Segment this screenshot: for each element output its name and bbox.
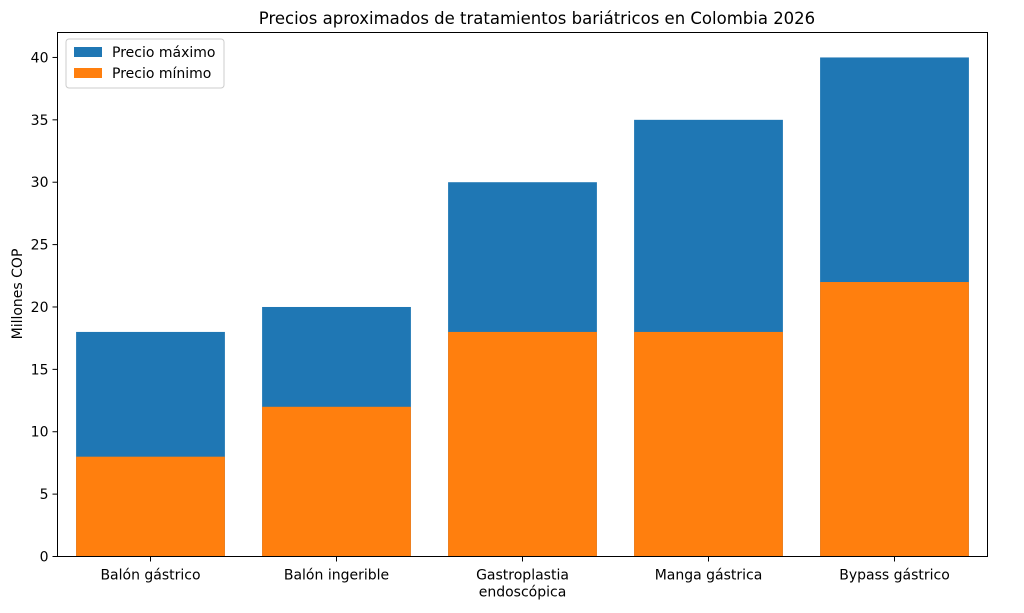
y-tick-label-6: 25 [31,238,49,254]
x-tick-label-5: Bypass gástrico [839,568,950,584]
x-tick-label-3: Gastroplastia endoscópica [476,568,569,601]
legend-label-2: Precio mínimo [112,66,211,82]
y-tick-label-5: 20 [31,300,49,316]
y-tick-label-3: 10 [31,425,49,441]
chart-title: Precios aproximados de tratamientos bari… [259,9,815,28]
y-tick-label-9: 40 [31,50,49,66]
y-tick-label-1: 0 [40,550,49,566]
x-tick-label-1: Balón gástrico [100,568,200,584]
y-axis-label: Millones COP [10,249,26,340]
legend: Precio máximo Precio mínimo [65,38,225,89]
bar-series-2-item-4 [634,331,783,557]
bar-series-2-item-5 [820,282,969,557]
y-tick-label-4: 15 [31,362,49,378]
legend-box [65,38,225,89]
x-tick-label-2: Balón ingerible [284,568,389,584]
bar-series-2-item-1 [76,456,225,557]
plot-area: 0 5 10 15 20 25 30 35 40 Balón gástrico Balón inge… [31,32,988,601]
y-tick-label-7: 30 [31,175,49,191]
legend-swatch-2 [74,68,102,78]
x-tick-label-4: Manga gástrica [655,568,763,584]
y-tick-label-2: 5 [40,487,49,503]
legend-label-1: Precio máximo [112,45,215,61]
bar-series-2-item-2 [262,406,411,557]
plot-frame [57,32,988,557]
y-tick-label-8: 35 [31,113,49,129]
bar-series-2-item-3 [448,331,597,557]
legend-swatch-1 [74,47,102,57]
